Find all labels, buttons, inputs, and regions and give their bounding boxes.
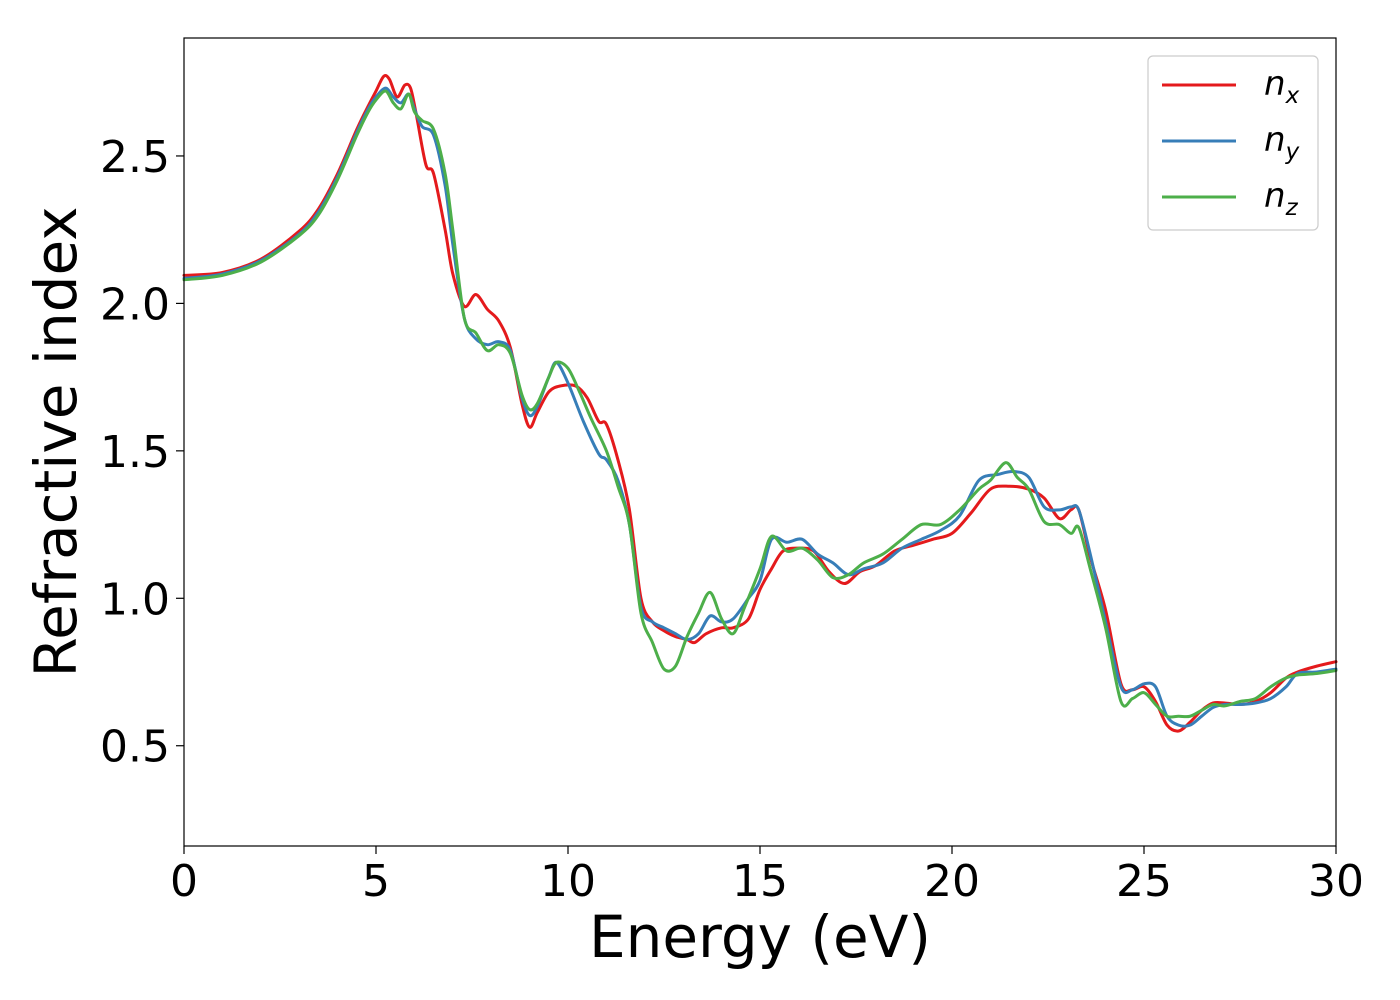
- x-tick-label: 15: [732, 856, 788, 907]
- y-tick-label: 2.5: [100, 132, 170, 183]
- y-tick-label: 2.0: [100, 279, 170, 330]
- x-tick-label: 20: [924, 856, 980, 907]
- legend-label-x: nx: [1264, 64, 1300, 109]
- plot-lines: [182, 74, 1338, 733]
- series-line-y: [182, 86, 1338, 728]
- y-tick-label: 1.0: [100, 574, 170, 625]
- series-line-z: [182, 89, 1338, 719]
- x-tick-label: 10: [540, 856, 596, 907]
- x-tick-label: 25: [1116, 856, 1172, 907]
- y-axis-title: Refractive index: [22, 206, 90, 677]
- x-tick-label: 0: [170, 856, 198, 907]
- x-axis-title: Energy (eV): [589, 903, 931, 971]
- legend-box: [1147, 55, 1319, 231]
- legend-label-y: ny: [1264, 120, 1300, 165]
- y-axis-ticks: 0.5 1.0 1.5 2.0 2.5: [100, 132, 184, 773]
- x-axis-ticks: 0 5 10 15 20 25 30: [170, 846, 1364, 907]
- y-tick-label: 0.5: [100, 722, 170, 773]
- x-tick-label: 5: [362, 856, 390, 907]
- x-tick-label: 30: [1308, 856, 1364, 907]
- legend: nx ny nz: [1147, 55, 1319, 231]
- legend-label-z: nz: [1264, 176, 1299, 221]
- y-tick-label: 1.5: [100, 427, 170, 478]
